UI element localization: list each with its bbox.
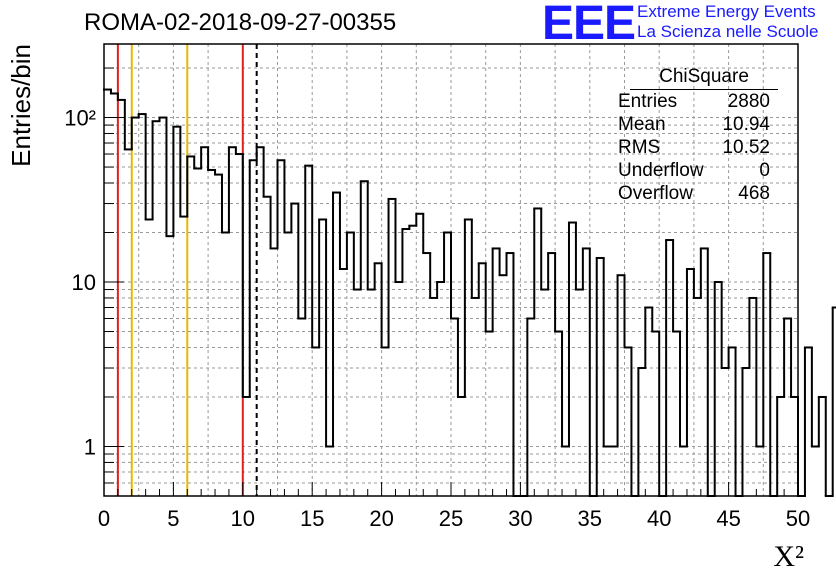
- stats-row-overflow: Overflow 468: [610, 182, 778, 205]
- stats-value: 10.52: [722, 137, 770, 158]
- x-tick-label: 35: [578, 506, 602, 531]
- y-tick-label: 10: [72, 270, 96, 295]
- x-tick-label: 40: [647, 506, 671, 531]
- stats-row-entries: Entries 2880: [610, 90, 778, 113]
- stats-row-mean: Mean 10.94: [610, 113, 778, 136]
- stats-label: Overflow: [618, 183, 693, 204]
- histogram-bars: [103, 88, 836, 497]
- stats-title: ChiSquare: [630, 66, 778, 90]
- eee-logo: EEE: [542, 0, 636, 50]
- y-tick-label: 10²: [64, 106, 96, 131]
- stats-value: 2880: [727, 91, 770, 112]
- stats-row-rms: RMS 10.52: [610, 136, 778, 159]
- x-axis-title: X²: [773, 540, 804, 572]
- stats-label: Entries: [618, 91, 678, 112]
- y-axis-title: Entries/bin: [6, 44, 36, 167]
- x-tick-label: 5: [167, 506, 179, 531]
- page-title: ROMA-02-2018-09-27-00355: [84, 9, 397, 36]
- x-tick-label: 10: [231, 506, 255, 531]
- logo-subtitle-2: La Scienza nelle Scuole: [637, 22, 819, 41]
- stats-label: Mean: [618, 114, 666, 135]
- x-tick-label: 50: [786, 506, 810, 531]
- x-tick-label: 0: [98, 506, 110, 531]
- stats-box: ChiSquare Entries 2880 Mean 10.94 RMS 10.52…: [610, 66, 778, 205]
- x-tick-label: 25: [439, 506, 463, 531]
- logo-subtitle-1: Extreme Energy Events: [637, 2, 816, 21]
- y-tick-label: 1: [84, 434, 96, 459]
- axis-ticks: [103, 67, 799, 496]
- x-tick-label: 15: [300, 506, 324, 531]
- x-tick-label: 45: [716, 506, 740, 531]
- stats-label: Underflow: [618, 160, 704, 181]
- stats-label: RMS: [618, 137, 661, 158]
- x-tick-label: 30: [508, 506, 532, 531]
- stats-value: 10.94: [722, 114, 770, 135]
- x-tick-label: 20: [369, 506, 393, 531]
- stats-value: 468: [738, 183, 770, 204]
- stats-row-underflow: Underflow 0: [610, 159, 778, 182]
- stats-value: 0: [759, 160, 770, 181]
- tick-labels: 0 5 10 15 20 25 30 35 40 45 50 1 10 10²: [64, 106, 810, 531]
